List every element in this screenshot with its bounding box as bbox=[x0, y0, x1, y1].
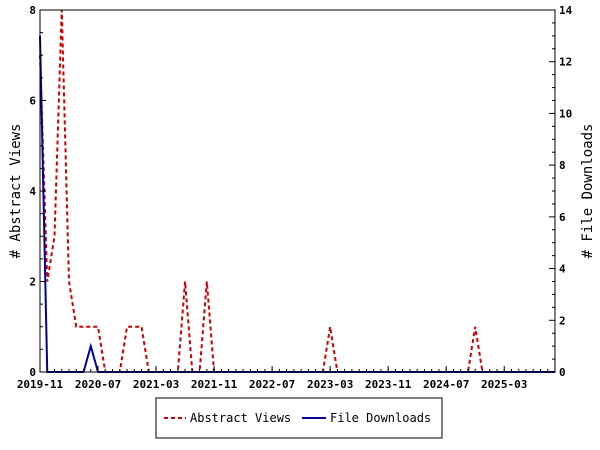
legend: Abstract Views File Downloads bbox=[155, 397, 443, 439]
y-right-tick-label: 6 bbox=[559, 211, 566, 224]
legend-label-file-downloads: File Downloads bbox=[330, 411, 431, 425]
x-tick-label: 2023-11 bbox=[365, 378, 412, 391]
x-tick-label: 2021-03 bbox=[133, 378, 179, 391]
y-right-tick-label: 10 bbox=[559, 107, 572, 120]
y-right-tick-label: 12 bbox=[559, 56, 572, 69]
x-tick-label: 2020-07 bbox=[75, 378, 121, 391]
y-left-tick-label: 0 bbox=[29, 366, 36, 379]
y-left-tick-label: 4 bbox=[29, 185, 36, 198]
series-line-file-downloads bbox=[39, 35, 555, 373]
x-tick-label: 2021-11 bbox=[191, 378, 238, 391]
series-line-abstract-views bbox=[39, 9, 555, 373]
right-axis-title: # File Downloads bbox=[580, 124, 596, 259]
x-tick-label: 2024-07 bbox=[423, 378, 469, 391]
x-tick-label: 2019-11 bbox=[17, 378, 64, 391]
x-tick-label: 2023-03 bbox=[307, 378, 353, 391]
legend-label-abstract-views: Abstract Views bbox=[190, 411, 291, 425]
y-right-tick-label: 0 bbox=[559, 366, 566, 379]
y-left-tick-label: 8 bbox=[29, 4, 36, 17]
x-tick-label: 2022-07 bbox=[249, 378, 295, 391]
x-tick-label: 2025-03 bbox=[481, 378, 527, 391]
y-right-tick-label: 14 bbox=[559, 4, 573, 17]
y-left-tick-label: 6 bbox=[29, 95, 36, 108]
y-right-tick-label: 2 bbox=[559, 314, 566, 327]
plot-area bbox=[39, 9, 556, 373]
y-right-tick-label: 4 bbox=[559, 263, 566, 276]
legend-box bbox=[155, 397, 443, 439]
left-axis-title: # Abstract Views bbox=[8, 124, 24, 259]
y-left-tick-label: 2 bbox=[29, 276, 36, 289]
y-right-tick-label: 8 bbox=[559, 159, 566, 172]
